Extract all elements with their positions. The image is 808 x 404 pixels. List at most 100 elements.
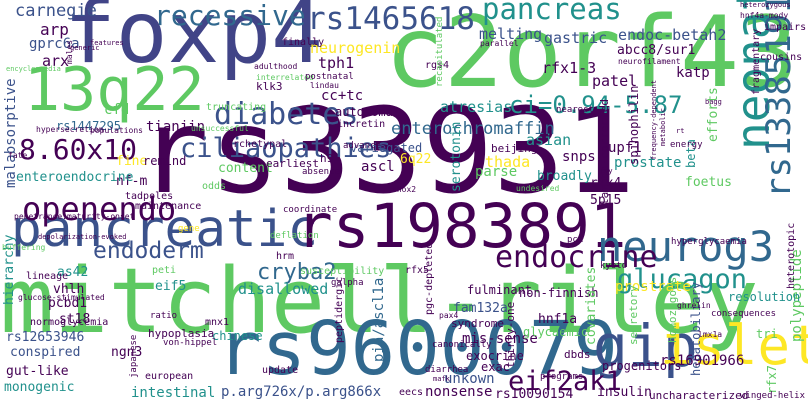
word: pcbd1 [48, 296, 88, 311]
word: snps [562, 149, 596, 165]
word: depolarization-evoked [38, 233, 127, 241]
word: lineage [26, 271, 69, 282]
word: maintenance [135, 201, 202, 212]
word: impairs [764, 22, 807, 33]
word: roy [600, 167, 613, 175]
word: mitchell-riley [0, 249, 759, 354]
word: deflation [270, 231, 319, 241]
word: pax4 [439, 311, 459, 320]
word: populations [90, 126, 143, 135]
word: ciliaopathies [180, 133, 392, 164]
word: katp [676, 65, 710, 81]
word: rs1465618 [307, 1, 475, 37]
word: openendo [22, 190, 177, 228]
word: japanese [129, 334, 139, 378]
word: winged-helix [740, 391, 806, 401]
word: non-finnish [519, 286, 599, 300]
word: rs10090154 [495, 387, 574, 402]
word: pia/ascl1a [371, 277, 387, 362]
word: tianjin [146, 119, 206, 135]
word: beijing [491, 142, 538, 155]
word: susceptibility [300, 266, 385, 277]
word: thada [485, 153, 531, 171]
word: abcc8/sur1 [617, 43, 696, 58]
word: melting [479, 25, 543, 43]
word: foetus [685, 175, 732, 190]
word: normoglycemia [30, 317, 109, 328]
word: parse [475, 164, 518, 180]
word: gastric [544, 29, 608, 47]
word: thirty-one [504, 301, 517, 368]
word: arx [42, 52, 70, 70]
word: frequency-dependent [650, 79, 658, 160]
word: resolution [728, 290, 801, 304]
word: cc+tc [321, 88, 364, 104]
word: lindau [310, 81, 339, 90]
word: rs16901966 [660, 353, 745, 369]
word: nonsense [425, 384, 493, 400]
word: eif5 [155, 279, 187, 294]
word: cryba2 [257, 260, 337, 285]
word: european [145, 371, 194, 382]
word: glucose-stimulated [18, 293, 105, 302]
word: undesired [516, 184, 560, 193]
word: asian [526, 131, 572, 149]
word: islets [660, 314, 808, 377]
word: 6q22 [400, 152, 432, 167]
word: eecs [399, 387, 424, 398]
word: lmx1a [698, 330, 723, 339]
word: von-hippel [163, 338, 218, 348]
word: advance [343, 141, 381, 151]
word: metabolic [659, 108, 667, 146]
word: shox2 [392, 185, 417, 194]
word: rs1447295 [56, 119, 122, 133]
word: enterochromaffin [391, 119, 555, 139]
word: rs1983891 [296, 191, 627, 262]
word: conspired [10, 345, 81, 360]
word: mafk [433, 375, 450, 383]
word: gprc6a [29, 36, 80, 52]
word: ascl [361, 159, 395, 175]
word: finally [282, 37, 325, 48]
word: pancreas [482, 0, 622, 26]
word: heterotopic [786, 222, 797, 289]
word: prostate [614, 155, 682, 171]
word: hypersecretion [36, 125, 104, 134]
word: neurofilament [618, 57, 681, 66]
word: bagg [705, 98, 722, 106]
word: serotonin [449, 121, 464, 192]
word: rgs4 [425, 60, 450, 71]
word: rt [676, 127, 685, 135]
word: diarrhea [425, 365, 469, 375]
word: fine [116, 154, 148, 169]
word: adulthood [254, 62, 298, 71]
word: odds [202, 181, 227, 192]
word: content [218, 161, 273, 176]
word: interrelated [256, 73, 314, 82]
word: syndrome [451, 317, 504, 330]
word: 5p15 [590, 193, 622, 208]
word: rs12653946 [6, 330, 85, 345]
word: insulin [597, 385, 652, 400]
word: truncating [206, 102, 267, 113]
word: ngn3 [111, 345, 143, 360]
word: mnx1 [205, 317, 230, 328]
word: mis-sense [462, 331, 538, 347]
word: parallel [480, 39, 519, 48]
word: neurogenin [310, 39, 401, 57]
word: rfx1-3 [542, 59, 597, 77]
word: encyclopaedia [6, 65, 61, 73]
word: nearest [556, 105, 594, 115]
word: variegated [350, 141, 423, 155]
word: unsuccessful [191, 124, 249, 133]
word: neurog3 [597, 222, 775, 271]
word: ghrelin [677, 301, 711, 310]
word: hnf4a-mody [740, 11, 789, 20]
word: foxp4 [64, 0, 323, 83]
word: enteroendocrine [16, 170, 134, 185]
word: tri [756, 327, 778, 341]
word: galpha [331, 278, 364, 288]
word: 13q22 [24, 55, 205, 125]
word: recapitulated [435, 16, 445, 87]
word: rs9600079 [217, 306, 618, 392]
